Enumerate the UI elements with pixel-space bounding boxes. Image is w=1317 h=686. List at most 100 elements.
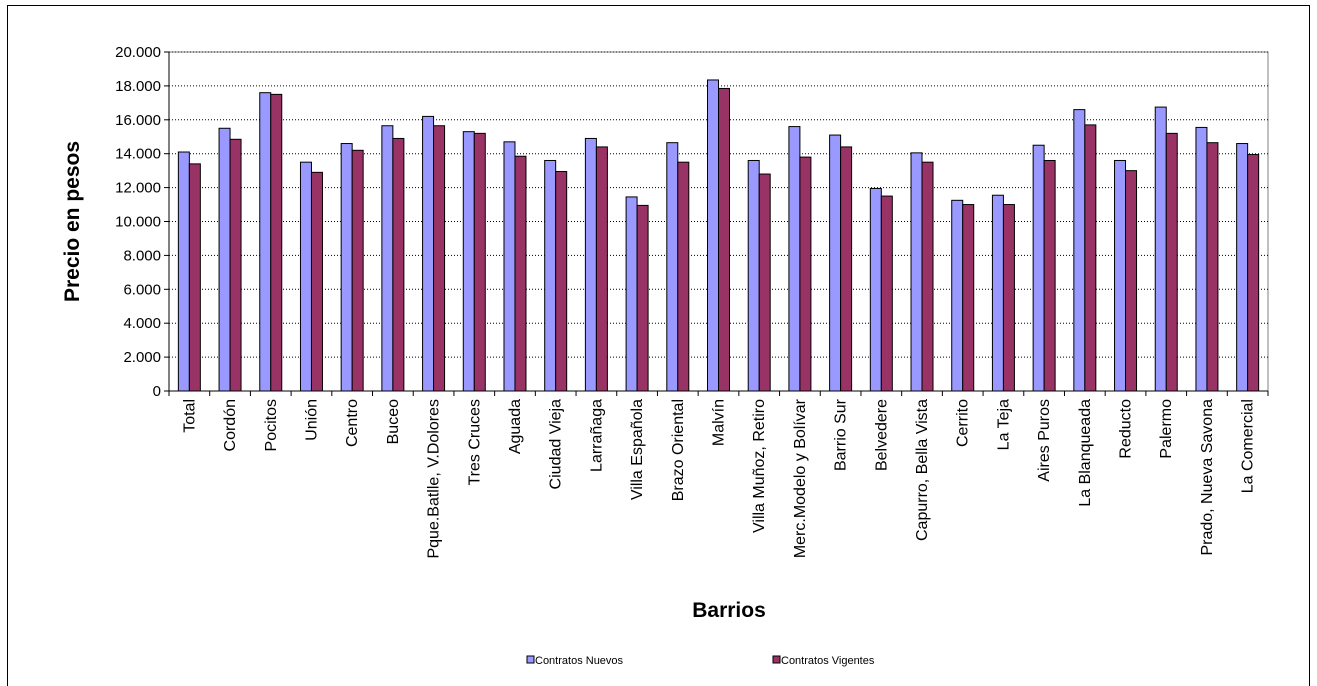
bar-vigentes [962, 204, 975, 392]
legend-swatch [772, 655, 781, 664]
bar-nuevos [1032, 144, 1045, 392]
y-tick-labels: 0 2.000 4.000 6.000 8.000 10.000 12.000 14.000 1… [115, 44, 161, 400]
bar-vigentes [351, 149, 364, 392]
legend-label: Contratos Nuevos [535, 655, 624, 667]
bar-nuevos [910, 152, 923, 392]
bar-vigentes [595, 146, 608, 392]
bar-nuevos [707, 79, 719, 392]
y-tick-label: 18.000 [115, 78, 161, 95]
x-tick-label: Pque.Batlle, V.Dolores [426, 399, 443, 559]
legend-label: Contratos Vigentes [781, 655, 875, 667]
x-tick-label: Aires Puros [1036, 399, 1053, 482]
x-tick-label: Merc.Modelo y Bolívar [792, 398, 809, 558]
bar-vigentes [433, 125, 446, 392]
x-tick-label: Tres Cruces [466, 399, 483, 486]
bar-nuevos [544, 159, 557, 392]
x-tick-label: Total [181, 399, 198, 433]
x-tick-label: Centro [344, 399, 361, 447]
x-tick-label: Unión [303, 399, 320, 441]
y-tick-label: 2.000 [123, 349, 161, 366]
bar-nuevos [1154, 106, 1167, 392]
bar-nuevos [503, 141, 516, 392]
bar-nuevos [422, 115, 435, 392]
legend-swatch [526, 655, 535, 664]
x-tick-label: Pocitos [263, 399, 280, 451]
chart-frame [7, 5, 1310, 686]
x-tick-label: Prado, Nueva Savona [1199, 399, 1216, 556]
x-tick-label: Cordón [222, 399, 239, 451]
bar-nuevos [584, 137, 597, 392]
x-tick-label: Larrañaga [588, 399, 605, 472]
bar-vigentes [1206, 142, 1219, 392]
bar-nuevos [299, 161, 312, 392]
bar-vigentes [1043, 159, 1056, 392]
bar-nuevos [381, 125, 394, 392]
bar-vigentes [1247, 154, 1260, 392]
x-tick-label: La Teja [995, 399, 1012, 450]
x-tick-label: Belvedere [873, 399, 890, 471]
axes [164, 51, 1269, 396]
bar-nuevos [991, 194, 1004, 392]
bar-vigentes [718, 87, 730, 392]
bar-nuevos [829, 134, 842, 392]
bar-vigentes [880, 195, 893, 392]
y-tick-label: 12.000 [115, 180, 161, 197]
y-tick-label: 14.000 [115, 146, 161, 163]
bar-vigentes [799, 156, 812, 392]
bar-vigentes [758, 173, 771, 392]
x-tick-label: Villa Muñoz, Retiro [751, 399, 768, 533]
x-axis-title: Barrios [692, 599, 766, 622]
bar-vigentes [229, 138, 242, 392]
legend: Contratos Nuevos Contratos Vigentes [526, 655, 875, 667]
bar-nuevos [462, 131, 475, 392]
x-tick-label: Barrio Sur [833, 398, 850, 471]
y-tick-label: 0 [153, 383, 161, 400]
bar-vigentes [840, 146, 853, 392]
bar-nuevos [951, 199, 964, 392]
x-tick-label: Cerrito [955, 399, 972, 447]
bar-nuevos [1073, 109, 1086, 392]
bar-vigentes [514, 155, 527, 392]
x-tick-label: Reducto [1118, 399, 1135, 459]
x-tick-label: Capurro, Bella Vista [914, 399, 931, 541]
bar-vigentes [188, 163, 201, 392]
bar-nuevos [1195, 126, 1208, 392]
bars [177, 79, 1260, 392]
x-tick-label: Villa Española [629, 399, 646, 500]
bar-vigentes [1002, 204, 1015, 392]
bar-vigentes [636, 204, 649, 392]
bar-nuevos [788, 126, 801, 392]
y-tick-label: 6.000 [123, 281, 161, 298]
x-tick-label: Ciudad Vieja [548, 399, 565, 490]
y-tick-label: 20.000 [115, 44, 161, 61]
x-tick-label: Brazo Oriental [670, 399, 687, 501]
bar-nuevos [259, 92, 272, 392]
bar-vigentes [1125, 170, 1138, 392]
bar-vigentes [921, 161, 934, 392]
bar-vigentes [392, 137, 405, 392]
bar-vigentes [1084, 124, 1097, 392]
y-tick-label: 8.000 [123, 247, 161, 264]
bar-vigentes [270, 93, 283, 392]
x-tick-labels: Total Cordón Pocitos Unión Centro Buceo Pque.B… [181, 398, 1256, 558]
bar-nuevos [1114, 159, 1127, 392]
bar-nuevos [625, 196, 638, 392]
x-tick-label: Buceo [385, 399, 402, 444]
y-tick-label: 4.000 [123, 315, 161, 332]
bar-nuevos [177, 151, 190, 392]
x-tick-label: Palermo [1158, 399, 1175, 459]
bar-vigentes [310, 171, 323, 392]
x-tick-label: Aguada [507, 399, 524, 454]
y-tick-label: 10.000 [115, 214, 161, 231]
y-axis-title: Precio en pesos [61, 141, 84, 302]
bar-vigentes [473, 132, 486, 392]
bar-nuevos [1236, 143, 1249, 392]
bar-vigentes [677, 161, 690, 392]
x-tick-label: La Blanqueada [1077, 399, 1094, 507]
bar-nuevos [869, 187, 882, 392]
bar-nuevos [747, 159, 760, 392]
bar-vigentes [1165, 132, 1178, 392]
x-tick-label: La Comercial [1240, 399, 1257, 493]
bar-nuevos [340, 143, 353, 392]
